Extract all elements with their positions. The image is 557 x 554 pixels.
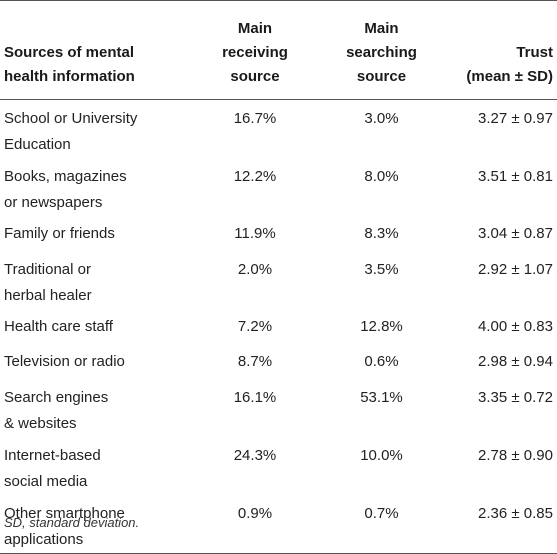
source-line1: Television or radio xyxy=(4,353,125,370)
source-line2: & websites xyxy=(4,415,77,432)
cell-searching: 3.5% xyxy=(364,261,399,278)
table-row: Family or friends 11.9% 8.3% 3.04 ± 0.87 xyxy=(0,216,557,251)
source-line2: social media xyxy=(4,473,88,490)
header-searching-line3: source xyxy=(356,68,407,85)
source-line1: Internet-based xyxy=(4,447,101,464)
cell-searching: 8.0% xyxy=(364,168,399,185)
header-trust-line1: Trust xyxy=(516,44,553,61)
cell-trust: 2.78 ± 0.90 xyxy=(478,447,553,464)
cell-source: Family or friends xyxy=(0,216,190,251)
table-row: Search engines & websites 16.1% 53.1% 3.… xyxy=(0,379,557,437)
header-source-line1: Sources of mental xyxy=(4,44,135,61)
source-line1: Family or friends xyxy=(4,225,115,242)
cell-searching: 0.7% xyxy=(320,495,443,554)
table-header: Sources of mental health information Mai… xyxy=(0,0,557,100)
cell-searching: 12.8% xyxy=(360,318,403,335)
cell-trust: 2.92 ± 1.07 xyxy=(478,261,553,278)
cell-searching: 3.0% xyxy=(364,110,399,127)
cell-source: Internet-based social media xyxy=(0,437,190,495)
cell-receiving: 12.2% xyxy=(233,168,277,185)
source-line1: Other smartphone xyxy=(4,505,125,522)
header-source: Sources of mental health information xyxy=(0,0,190,100)
cell-trust: 4.00 ± 0.83 xyxy=(478,318,553,335)
cell-searching: 10.0% xyxy=(360,447,403,464)
cell-trust: 2.98 ± 0.94 xyxy=(478,353,553,370)
cell-source: School or University Education xyxy=(0,100,190,159)
cell-receiving: 7.2% xyxy=(237,318,273,335)
cell-searching: 53.1% xyxy=(360,389,403,406)
source-line1: Search engines xyxy=(4,389,109,406)
cell-receiving: 0.9% xyxy=(190,495,320,554)
cell-source: Books, magazines or newspapers xyxy=(0,158,190,216)
cell-receiving: 24.3% xyxy=(233,447,277,464)
source-line2: Education xyxy=(4,136,71,153)
cell-source: Health care staff xyxy=(0,309,190,344)
header-receiving-line1: Main xyxy=(237,20,273,37)
cell-searching: 8.3% xyxy=(364,225,399,242)
cell-source: Television or radio xyxy=(0,344,190,379)
table-row: Books, magazines or newspapers 12.2% 8.0… xyxy=(0,158,557,216)
table-body: School or University Education 16.7% 3.0… xyxy=(0,100,557,554)
table-row: Internet-based social media 24.3% 10.0% … xyxy=(0,437,557,495)
header-trust-line2: (mean ± SD) xyxy=(466,68,553,85)
table-row: Health care staff 7.2% 12.8% 4.00 ± 0.83 xyxy=(0,309,557,344)
header-source-line2: health information xyxy=(4,68,135,85)
source-line2: applications xyxy=(4,531,84,548)
source-line2: or newspapers xyxy=(4,194,103,211)
source-line1: Books, magazines xyxy=(4,168,127,185)
cell-source: Traditional or herbal healer xyxy=(0,251,190,309)
cell-receiving: 16.7% xyxy=(233,110,277,127)
header-searching-line2: searching xyxy=(346,44,417,61)
cell-receiving: 16.1% xyxy=(233,389,277,406)
table-row: Traditional or herbal healer 2.0% 3.5% 2… xyxy=(0,251,557,309)
header-row: Sources of mental health information Mai… xyxy=(0,0,557,100)
source-line1: Health care staff xyxy=(4,318,113,335)
cell-trust: 2.36 ± 0.85 xyxy=(443,495,557,554)
table-row: School or University Education 16.7% 3.0… xyxy=(0,100,557,159)
table-row: Television or radio 8.7% 0.6% 2.98 ± 0.9… xyxy=(0,344,557,379)
cell-source: Search engines & websites xyxy=(0,379,190,437)
cell-trust: 3.04 ± 0.87 xyxy=(478,225,553,242)
source-line2: herbal healer xyxy=(4,287,92,304)
cell-receiving: 2.0% xyxy=(237,261,273,278)
table-footnote: SD, standard deviation. xyxy=(4,515,140,530)
header-searching-line1: Main xyxy=(364,20,399,37)
header-receiving-line2: receiving xyxy=(222,44,288,61)
header-receiving-line3: source xyxy=(230,68,280,85)
cell-searching: 0.6% xyxy=(364,353,399,370)
cell-trust: 3.51 ± 0.81 xyxy=(478,168,553,185)
cell-receiving: 11.9% xyxy=(234,225,276,242)
cell-trust: 3.35 ± 0.72 xyxy=(478,389,553,406)
cell-receiving: 8.7% xyxy=(237,353,273,370)
header-trust: Trust (mean ± SD) xyxy=(443,0,557,100)
header-receiving: Main receiving source xyxy=(190,0,320,100)
header-searching: Main searching source xyxy=(320,0,443,100)
source-line1: Traditional or xyxy=(4,261,91,278)
source-line1: School or University xyxy=(4,110,138,127)
cell-trust: 3.27 ± 0.97 xyxy=(478,110,553,127)
